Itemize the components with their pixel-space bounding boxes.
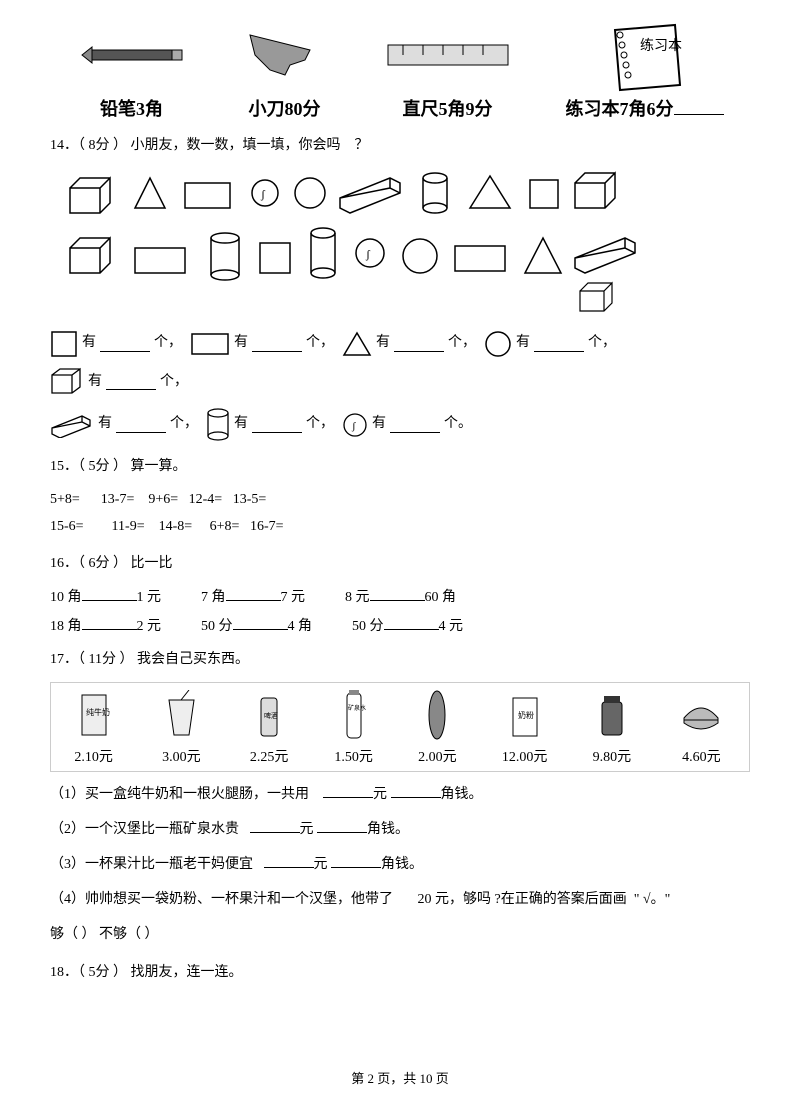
- q18-title: 18．（ 5分 ） 找朋友，连一连。: [50, 960, 750, 985]
- svg-text:ʃ: ʃ: [260, 187, 266, 201]
- svg-text:练习本: 练习本: [640, 38, 682, 54]
- blank-input[interactable]: [394, 336, 444, 352]
- shapes-collection: ʃ: [50, 168, 750, 318]
- svg-text:纯牛奶: 纯牛奶: [86, 707, 110, 717]
- jar-icon: [594, 690, 629, 740]
- shape-count-row-1: 有个， 有个， 有个， 有个， 有个，: [50, 328, 750, 398]
- shape-count-row-2: 有个， 有个， ʃ 有个。: [50, 408, 750, 442]
- ruler-label: 直尺5角9分: [403, 95, 493, 121]
- svg-text:奶粉: 奶粉: [518, 710, 534, 720]
- pencil-icon: [77, 35, 187, 75]
- q17-sub2: （2）一个汉堡比一瓶矿泉水贵 元 角钱。: [50, 817, 750, 842]
- shop-row: 纯牛奶2.10元 3.00元 啤酒2.25元 矿泉水1.50元 2.00元 奶粉…: [50, 682, 750, 772]
- water-icon: 矿泉水: [339, 688, 369, 743]
- blank-input[interactable]: [252, 336, 302, 352]
- triangle-icon: [342, 331, 372, 357]
- product-knife: 小刀80分: [240, 20, 330, 121]
- page-footer: 第 2 页，共 10 页: [0, 1068, 800, 1087]
- svg-text:矿泉水: 矿泉水: [348, 704, 366, 712]
- q14-title: 14．（ 8分 ） 小朋友，数一数，填一填，你会吗 ？: [50, 133, 750, 158]
- blank-input[interactable]: [106, 374, 156, 390]
- blank-input[interactable]: [264, 852, 314, 868]
- blank-input[interactable]: [384, 614, 439, 630]
- square-icon: [50, 330, 78, 358]
- milkpowder-icon: 奶粉: [505, 690, 545, 740]
- svg-text:ʃ: ʃ: [365, 247, 371, 261]
- blank-input[interactable]: [252, 417, 302, 433]
- product-ruler: 直尺5角9分: [383, 20, 513, 121]
- burger-icon: [676, 693, 726, 738]
- product-row: 铅笔3角 小刀80分 直尺5角9分: [50, 20, 750, 121]
- blank-input[interactable]: [82, 614, 137, 630]
- product-notebook: 练习本 练习本7角6分: [566, 20, 724, 121]
- milk-icon: 纯牛奶: [74, 690, 114, 740]
- q17-opts: 够（ ） 不够（ ）: [50, 922, 750, 947]
- blank-input[interactable]: [323, 782, 373, 798]
- cuboid-icon: [50, 412, 94, 438]
- blank-input[interactable]: [233, 614, 288, 630]
- q16-row-2: 18 角2 元 50 分4 角 50 分4 元: [50, 614, 750, 635]
- q16-title: 16．（ 6分 ） 比一比: [50, 551, 750, 576]
- knife-icon: [240, 25, 330, 85]
- q17-title: 17．（ 11分 ） 我会自己买东西。: [50, 647, 750, 672]
- blank-input[interactable]: [534, 336, 584, 352]
- juice-icon: [159, 690, 204, 740]
- blank-input[interactable]: [250, 817, 300, 833]
- blank-input[interactable]: [226, 585, 281, 601]
- blank-input[interactable]: [317, 817, 367, 833]
- ruler-icon: [383, 35, 513, 75]
- product-pencil: 铅笔3角: [77, 20, 187, 121]
- blank-input[interactable]: [390, 417, 440, 433]
- q15-row2: 15-6= 11-9= 14-8= 6+8= 16-7=: [50, 514, 750, 539]
- cube-icon: [50, 367, 84, 397]
- notebook-icon: 练习本: [600, 15, 690, 95]
- q15-title: 15．（ 5分 ） 算一算。: [50, 454, 750, 479]
- blank-input[interactable]: [370, 585, 425, 601]
- knife-label: 小刀80分: [249, 95, 321, 121]
- q17-sub1: （1）买一盒纯牛奶和一根火腿肠，一共用 元 角钱。: [50, 782, 750, 807]
- q17-sub4: （4）帅帅想买一袋奶粉、一杯果汁和一个汉堡，他带了 20 元，够吗 ?在正确的答…: [50, 887, 750, 912]
- blank-input[interactable]: [331, 852, 381, 868]
- blank-input[interactable]: [82, 585, 137, 601]
- cylinder-icon: [206, 408, 230, 442]
- sphere-icon: ʃ: [342, 412, 368, 438]
- circle-icon: [484, 330, 512, 358]
- blank-input[interactable]: [100, 336, 150, 352]
- q15-row1: 5+8= 13-7= 9+6= 12-4= 13-5=: [50, 487, 750, 512]
- blank-input[interactable]: [391, 782, 441, 798]
- sausage-icon: [422, 688, 452, 743]
- q16-row-1: 10 角1 元 7 角7 元 8 元60 角: [50, 585, 750, 606]
- rectangle-icon: [190, 332, 230, 356]
- blank-input[interactable]: [116, 417, 166, 433]
- notebook-label: 练习本7角6分: [566, 95, 724, 121]
- svg-text:啤酒: 啤酒: [264, 711, 278, 720]
- beer-icon: 啤酒: [249, 690, 289, 740]
- svg-text:ʃ: ʃ: [351, 420, 356, 432]
- q17-sub3: （3）一杯果汁比一瓶老干妈便宜 元 角钱。: [50, 852, 750, 877]
- pencil-label: 铅笔3角: [100, 95, 163, 121]
